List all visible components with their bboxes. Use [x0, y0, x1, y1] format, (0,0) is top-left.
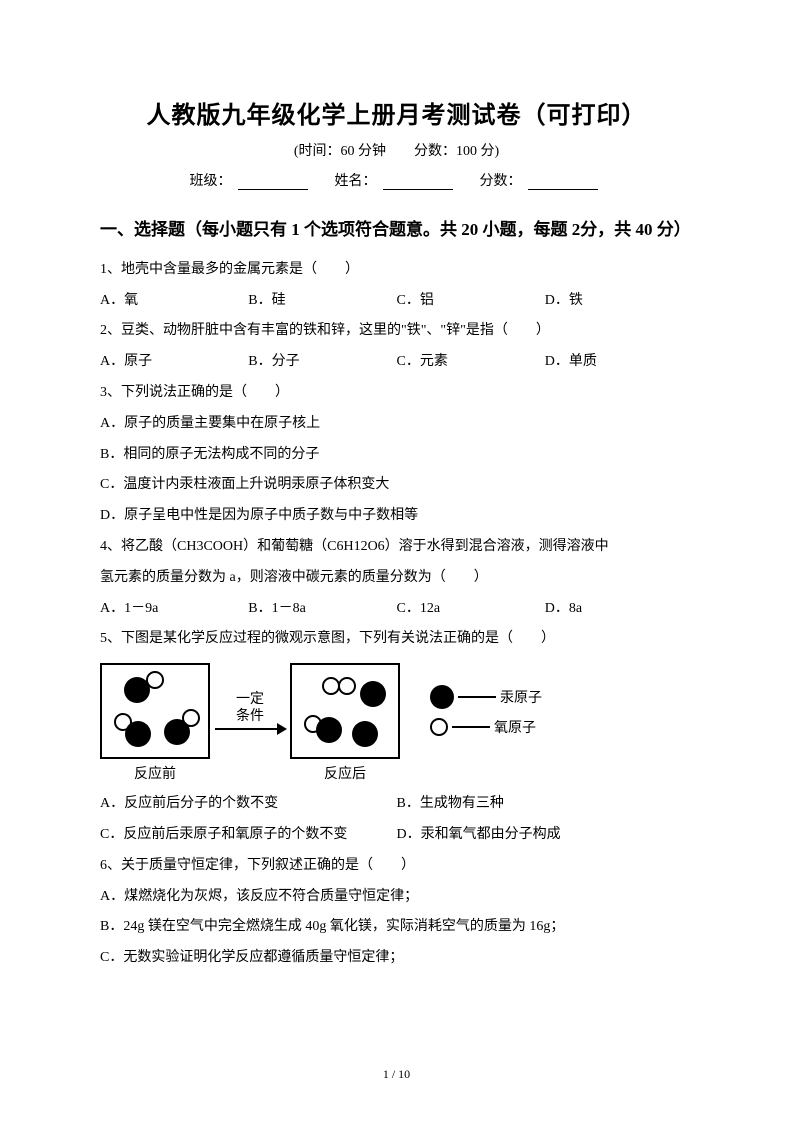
q5-opt-c: C．反应前后汞原子和氧原子的个数不变 — [100, 820, 397, 851]
hg-atom-icon — [164, 719, 190, 745]
diagram-legend: 汞原子 氧原子 — [430, 677, 542, 745]
q1-opt-d: D．铁 — [545, 286, 693, 317]
ox-atom-icon — [338, 677, 356, 695]
q2-options: A．原子 B．分子 C．元素 D．单质 — [100, 347, 693, 378]
score-label: 分数： — [480, 174, 522, 189]
q4-options: A．1－9a B．1－8a C．12a D．8a — [100, 594, 693, 625]
q3-opt-b: B．相同的原子无法构成不同的分子 — [100, 440, 693, 471]
arrow-icon — [215, 728, 285, 730]
q1-opt-c: C．铝 — [397, 286, 545, 317]
caption-after: 反应后 — [290, 763, 400, 783]
q5-options: A．反应前后分子的个数不变 B．生成物有三种 C．反应前后汞原子和氧原子的个数不… — [100, 789, 693, 851]
class-label: 班级： — [190, 174, 232, 189]
hg-atom-icon — [125, 721, 151, 747]
q6-opt-b: B．24g 镁在空气中完全燃烧生成 40g 氧化镁，实际消耗空气的质量为 16g… — [100, 912, 693, 943]
q1-text: 1、地壳中含量最多的金属元素是（ ） — [100, 255, 693, 286]
section-1-header: 一、选择题（每小题只有 1 个选项符合题意。共 20 小题，每题 2分，共 40… — [100, 210, 693, 251]
q5-opt-a: A．反应前后分子的个数不变 — [100, 789, 397, 820]
arrow-top-text: 一定 — [210, 692, 290, 709]
q3-text: 3、下列说法正确的是（ ） — [100, 378, 693, 409]
q2-opt-a: A．原子 — [100, 347, 248, 378]
q4-opt-c: C．12a — [397, 594, 545, 625]
q3-opt-a: A．原子的质量主要集中在原子核上 — [100, 409, 693, 440]
legend-hg: 汞原子 — [430, 685, 542, 709]
q2-opt-d: D．单质 — [545, 347, 693, 378]
ox-legend-icon — [430, 718, 448, 736]
q1-options: A．氧 B．硅 C．铝 D．铁 — [100, 286, 693, 317]
q4-opt-a: A．1－9a — [100, 594, 248, 625]
page-title: 人教版九年级化学上册月考测试卷（可打印） — [100, 95, 693, 130]
page-number: 1 / 10 — [0, 1067, 793, 1082]
q2-opt-c: C．元素 — [397, 347, 545, 378]
class-blank[interactable] — [238, 175, 308, 190]
name-label: 姓名： — [335, 174, 377, 189]
q1-opt-b: B．硅 — [248, 286, 396, 317]
diagram-after-box — [290, 663, 400, 759]
q5-text: 5、下图是某化学反应过程的微观示意图，下列有关说法正确的是（ ） — [100, 624, 693, 655]
legend-line-icon — [458, 696, 496, 698]
q2-text: 2、豆类、动物肝脏中含有丰富的铁和锌，这里的"铁"、"锌"是指（ ） — [100, 316, 693, 347]
hg-legend-icon — [430, 685, 454, 709]
q1-opt-a: A．氧 — [100, 286, 248, 317]
diagram-captions: 反应前 反应后 — [100, 763, 693, 783]
legend-line-icon — [452, 726, 490, 728]
name-blank[interactable] — [383, 175, 453, 190]
q4-opt-d: D．8a — [545, 594, 693, 625]
q5-opt-d: D．汞和氧气都由分子构成 — [397, 820, 694, 851]
q4-opt-b: B．1－8a — [248, 594, 396, 625]
q2-opt-b: B．分子 — [248, 347, 396, 378]
q4-line1: 4、将乙酸（CH3COOH）和葡萄糖（C6H12O6）溶于水得到混合溶液，测得溶… — [100, 532, 693, 563]
hg-atom-icon — [360, 681, 386, 707]
page-subtitle: (时间：60 分钟 分数：100 分) — [100, 140, 693, 160]
caption-before: 反应前 — [100, 763, 210, 783]
page: 人教版九年级化学上册月考测试卷（可打印） (时间：60 分钟 分数：100 分)… — [0, 0, 793, 1122]
arrow-label: 一定 条件 — [210, 692, 290, 731]
legend-ox-label: 氧原子 — [494, 717, 536, 737]
hg-atom-icon — [352, 721, 378, 747]
q3-opt-d: D．原子呈电中性是因为原子中质子数与中子数相等 — [100, 501, 693, 532]
diagram-before-box — [100, 663, 210, 759]
info-fields: 班级： 姓名： 分数： — [100, 170, 693, 190]
q4-line2: 氢元素的质量分数为 a，则溶液中碳元素的质量分数为（ ） — [100, 563, 693, 594]
legend-ox: 氧原子 — [430, 717, 542, 737]
legend-hg-label: 汞原子 — [500, 687, 542, 707]
score-blank[interactable] — [528, 175, 598, 190]
hg-atom-icon — [316, 717, 342, 743]
q3-opt-c: C．温度计内汞柱液面上升说明汞原子体积变大 — [100, 470, 693, 501]
q5-opt-b: B．生成物有三种 — [397, 789, 694, 820]
q6-text: 6、关于质量守恒定律，下列叙述正确的是（ ） — [100, 851, 693, 882]
q5-diagram: 一定 条件 汞原子 氧原子 — [100, 663, 693, 759]
q6-opt-a: A．煤燃烧化为灰烬，该反应不符合质量守恒定律； — [100, 882, 693, 913]
q6-opt-c: C．无数实验证明化学反应都遵循质量守恒定律； — [100, 943, 693, 974]
hg-atom-icon — [124, 677, 150, 703]
